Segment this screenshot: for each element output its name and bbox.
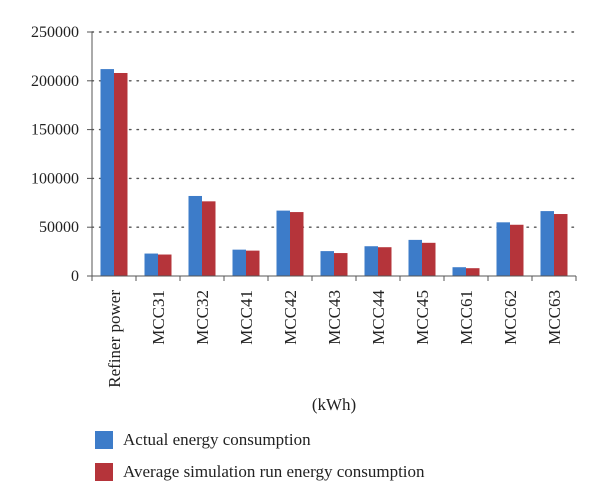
bar-simulation — [202, 201, 216, 276]
bar-actual — [276, 210, 290, 276]
x-tick-label: MCC41 — [237, 290, 256, 345]
y-tick-label: 0 — [71, 268, 79, 285]
bars — [100, 69, 568, 276]
bar-simulation — [378, 247, 392, 276]
bar-actual — [100, 69, 114, 276]
bar-actual — [408, 239, 422, 276]
bar-actual — [144, 253, 158, 276]
x-tick-label: MCC42 — [281, 290, 300, 345]
legend-label-simulation: Average simulation run energy consumptio… — [123, 462, 425, 481]
bar-actual — [540, 211, 554, 276]
x-tick-label: MCC44 — [369, 290, 388, 345]
y-tick-label: 150000 — [31, 122, 79, 139]
y-tick-label: 250000 — [31, 24, 79, 41]
bar-actual — [320, 251, 334, 276]
x-tick-label: MCC45 — [413, 290, 432, 345]
x-axis-labels: Refiner power MCC31 MCC32 MCC41 MCC42 MCC43 MC… — [105, 290, 564, 388]
x-tick-label: MCC63 — [545, 290, 564, 345]
legend-item-simulation: Average simulation run energy consumptio… — [95, 456, 425, 488]
x-tick-label: MCC32 — [193, 290, 212, 345]
x-axis-ticks — [91, 276, 577, 281]
x-tick-label: MCC43 — [325, 290, 344, 345]
x-tick-label: MCC31 — [149, 290, 168, 345]
bar-actual — [232, 249, 246, 276]
bar-actual — [496, 222, 510, 276]
bar-simulation — [158, 254, 172, 276]
y-axis-ticks: 0 50000 100000 150000 200000 250000 — [31, 24, 92, 285]
x-tick-label: MCC62 — [501, 290, 520, 345]
bar-simulation — [246, 250, 260, 276]
bar-simulation — [114, 72, 128, 276]
legend-swatch-actual — [95, 431, 113, 449]
bar-actual — [364, 246, 378, 276]
bar-simulation — [422, 242, 436, 276]
y-tick-label: 50000 — [39, 219, 79, 236]
bar-simulation — [334, 253, 348, 276]
x-tick-label: MCC61 — [457, 290, 476, 345]
y-tick-label: 200000 — [31, 73, 79, 90]
legend-item-actual: Actual energy consumption — [95, 424, 425, 456]
bar-actual — [452, 267, 466, 276]
x-axis-title: (kWh) — [312, 395, 356, 414]
legend-swatch-simulation — [95, 463, 113, 481]
bar-simulation — [510, 224, 524, 276]
bar-actual — [188, 195, 202, 276]
legend: Actual energy consumption Average simula… — [95, 424, 425, 488]
bar-simulation — [466, 268, 480, 276]
bar-simulation — [290, 212, 304, 276]
x-tick-label: Refiner power — [105, 290, 124, 388]
legend-label-actual: Actual energy consumption — [123, 430, 311, 449]
bar-simulation — [554, 214, 568, 276]
y-tick-label: 100000 — [31, 170, 79, 187]
grid-lines — [91, 31, 577, 228]
